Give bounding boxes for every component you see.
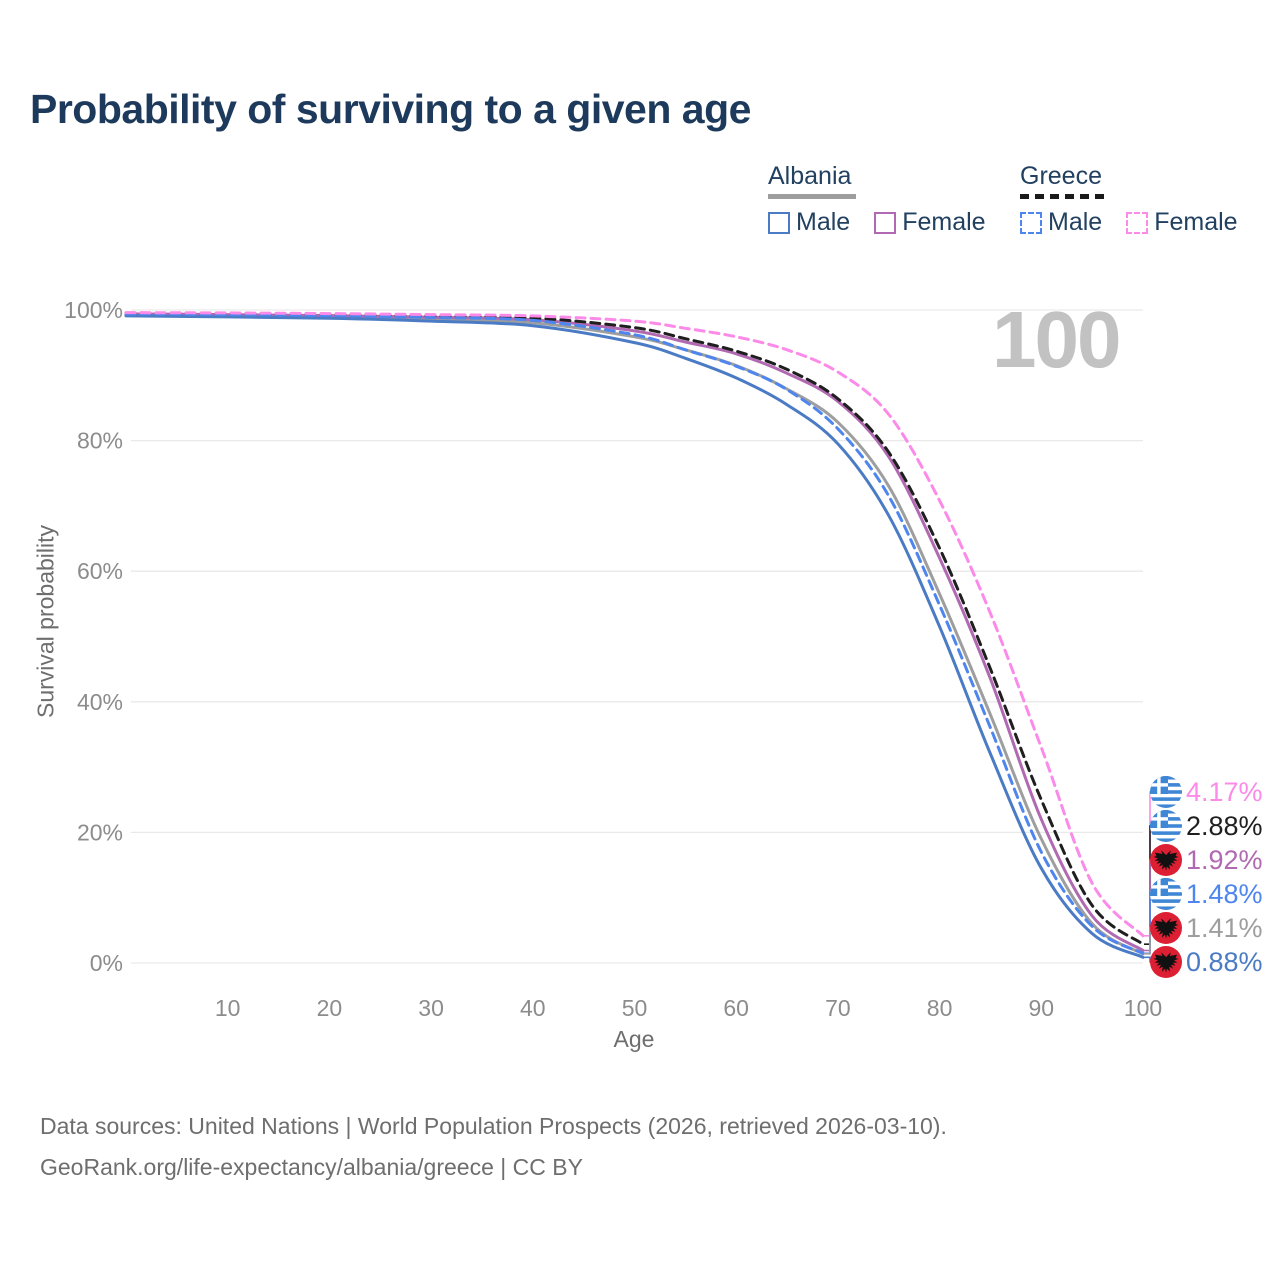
x-tick-label: 80	[927, 995, 953, 1021]
y-tick-label: 80%	[77, 428, 123, 454]
legend: Albania Male Female Greece Male	[0, 162, 1280, 242]
greece-flag-icon	[1150, 776, 1182, 808]
end-label-row: 1.92%	[1150, 844, 1263, 876]
legend-item-albania-female[interactable]: Female	[874, 208, 986, 237]
survival-chart: 0% 20% 40% 60% 80% 100% 10 20 30 40 50 60 70 80 90 100 4…	[64, 297, 1263, 1021]
series-line-greece-male[interactable]	[124, 312, 1145, 955]
legend-item-albania-male[interactable]: Male	[768, 208, 850, 237]
greece-female-swatch-icon	[1126, 211, 1149, 234]
legend-country-albania[interactable]: Albania	[768, 162, 852, 190]
legend-item-label: Female	[1154, 208, 1238, 236]
x-tick-label: 10	[215, 995, 241, 1021]
legend-items-albania: Male Female	[768, 208, 1010, 237]
albania-flag-icon	[1150, 946, 1182, 978]
albania-flag-icon	[1150, 844, 1182, 876]
albania-female-swatch-icon	[874, 211, 897, 234]
series-line-greece-female[interactable]	[124, 311, 1145, 938]
x-tick-label: 70	[825, 995, 851, 1021]
legend-country-greece[interactable]: Greece	[1020, 162, 1102, 190]
end-label-row: 1.41%	[1150, 912, 1263, 944]
footer-link: GeoRank.org/life-expectancy/albania/gree…	[40, 1154, 583, 1180]
x-tick-label: 60	[723, 995, 749, 1021]
series-line-albania-both-sexes[interactable]	[124, 313, 1145, 956]
y-tick-label: 40%	[77, 689, 123, 715]
albania-male-swatch-icon	[768, 211, 790, 234]
x-tick-label: 30	[418, 995, 444, 1021]
legend-item-greece-female[interactable]: Female	[1126, 208, 1238, 237]
footer: Data sources: United Nations | World Pop…	[40, 1106, 947, 1188]
legend-line-sample-greece	[1020, 194, 1104, 199]
y-tick-label: 60%	[77, 558, 123, 584]
x-axis-title: Age	[613, 1026, 655, 1052]
legend-item-label: Male	[1048, 208, 1103, 236]
x-tick-label: 90	[1029, 995, 1055, 1021]
end-value-label: 0.88%	[1186, 947, 1263, 977]
greece-male-swatch-icon	[1020, 211, 1042, 234]
end-label-row: 1.48%	[1150, 878, 1263, 910]
x-tick-label: 40	[520, 995, 546, 1021]
legend-line-sample-albania	[768, 194, 856, 199]
end-value-label: 1.48%	[1186, 879, 1263, 909]
legend-item-label: Male	[796, 208, 851, 236]
end-label-row: 4.17%	[1150, 776, 1263, 808]
end-value-label: 2.88%	[1186, 811, 1263, 841]
legend-group-albania: Albania Male Female	[768, 162, 1010, 237]
end-value-label: 1.41%	[1186, 913, 1263, 943]
greece-flag-icon	[1150, 878, 1182, 910]
legend-item-greece-male[interactable]: Male	[1020, 208, 1102, 237]
x-tick-label: 50	[622, 995, 648, 1021]
series-line-greece-both-sexes[interactable]	[124, 311, 1145, 946]
end-label-row: 2.88%	[1150, 810, 1263, 842]
albania-flag-icon	[1150, 912, 1182, 944]
end-value-label: 1.92%	[1186, 845, 1263, 875]
chart-title: Probability of surviving to a given age	[30, 86, 751, 132]
footer-sources: Data sources: United Nations | World Pop…	[40, 1113, 947, 1139]
series-line-albania-female[interactable]	[124, 312, 1145, 952]
y-tick-label: 100%	[64, 297, 123, 323]
legend-group-greece: Greece Male Female	[1020, 162, 1262, 237]
end-label-row: 0.88%	[1150, 946, 1263, 978]
y-tick-label: 0%	[90, 950, 123, 976]
x-tick-label: 100	[1124, 995, 1162, 1021]
y-tick-label: 20%	[77, 819, 123, 845]
legend-items-greece: Male Female	[1020, 208, 1262, 237]
end-value-label: 4.17%	[1186, 777, 1263, 807]
legend-item-label: Female	[902, 208, 986, 236]
x-tick-label: 20	[317, 995, 343, 1021]
series-line-albania-male[interactable]	[124, 314, 1145, 959]
greece-flag-icon	[1150, 810, 1182, 842]
